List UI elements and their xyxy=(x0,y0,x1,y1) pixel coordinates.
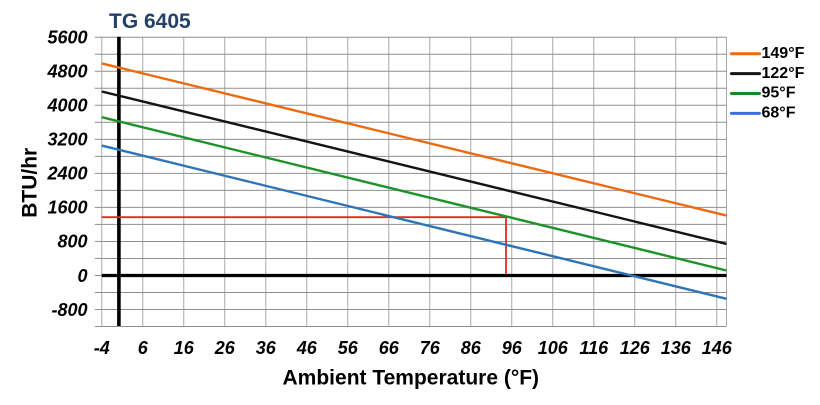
svg-text:0: 0 xyxy=(77,266,87,286)
svg-text:96: 96 xyxy=(502,338,523,358)
svg-text:68°F: 68°F xyxy=(762,104,796,121)
svg-text:3200: 3200 xyxy=(47,130,87,150)
svg-text:36: 36 xyxy=(256,338,277,358)
svg-text:26: 26 xyxy=(214,338,236,358)
svg-text:46: 46 xyxy=(296,338,318,358)
svg-text:6: 6 xyxy=(138,338,149,358)
svg-text:86: 86 xyxy=(461,338,482,358)
svg-text:16: 16 xyxy=(174,338,195,358)
svg-text:4000: 4000 xyxy=(46,96,87,116)
svg-text:116: 116 xyxy=(579,338,609,358)
svg-text:126: 126 xyxy=(620,338,651,358)
svg-text:95°F: 95°F xyxy=(762,85,796,102)
svg-text:149°F: 149°F xyxy=(762,45,805,62)
svg-text:-4: -4 xyxy=(94,338,110,358)
svg-text:56: 56 xyxy=(338,338,359,358)
svg-text:TG 6405: TG 6405 xyxy=(109,10,191,33)
svg-text:66: 66 xyxy=(379,338,400,358)
svg-text:1600: 1600 xyxy=(47,198,87,218)
svg-text:2400: 2400 xyxy=(46,164,87,184)
svg-text:106: 106 xyxy=(538,338,569,358)
svg-text:76: 76 xyxy=(420,338,441,358)
svg-text:136: 136 xyxy=(661,338,692,358)
svg-text:BTU/hr: BTU/hr xyxy=(19,148,42,218)
svg-text:800: 800 xyxy=(57,232,87,252)
svg-text:4800: 4800 xyxy=(46,62,87,82)
svg-text:Ambient Temperature (°F): Ambient Temperature (°F) xyxy=(283,366,540,389)
svg-text:146: 146 xyxy=(702,338,733,358)
svg-text:5600: 5600 xyxy=(47,28,87,48)
svg-text:122°F: 122°F xyxy=(762,65,805,82)
svg-text:-800: -800 xyxy=(51,300,87,320)
